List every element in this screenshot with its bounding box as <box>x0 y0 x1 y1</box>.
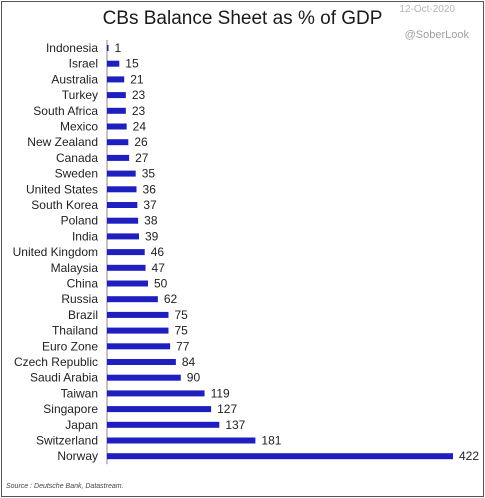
category-label: Saudi Arabia <box>30 371 98 385</box>
bar <box>107 249 145 256</box>
category-label: Singapore <box>43 402 98 416</box>
bar <box>107 421 220 428</box>
category-label: Canada <box>56 151 98 165</box>
category-label: Norway <box>57 449 98 463</box>
category-label: Euro Zone <box>42 339 98 353</box>
category-label: India <box>72 229 98 243</box>
value-label: 1 <box>115 41 122 55</box>
value-label: 62 <box>164 292 178 306</box>
bar <box>107 217 139 224</box>
category-label: Malaysia <box>51 261 99 275</box>
bar <box>107 327 169 334</box>
value-label: 90 <box>187 371 201 385</box>
category-label: Taiwan <box>61 386 98 400</box>
value-label: 35 <box>142 167 156 181</box>
value-label: 39 <box>145 229 159 243</box>
bar <box>107 202 138 208</box>
bar <box>107 343 171 350</box>
source-note: Source : Deutsche Bank, Datastream. <box>6 483 124 490</box>
category-label: Poland <box>61 214 98 228</box>
category-label: Thailand <box>52 324 98 338</box>
category-label: Israel <box>69 57 98 71</box>
value-label: 46 <box>151 245 165 259</box>
value-label: 47 <box>152 261 166 275</box>
value-label: 75 <box>174 308 188 322</box>
bar <box>107 359 176 365</box>
value-label: 21 <box>130 72 144 86</box>
category-label: South Africa <box>33 104 98 118</box>
category-label: Czech Republic <box>14 355 98 369</box>
bar <box>107 76 125 83</box>
value-label: 24 <box>133 120 147 134</box>
value-label: 127 <box>217 402 237 416</box>
value-label: 50 <box>154 277 168 291</box>
value-label: 181 <box>261 434 281 448</box>
bar <box>107 139 129 146</box>
category-label: Switzerland <box>36 434 98 448</box>
value-label: 137 <box>225 418 245 432</box>
category-label: United States <box>26 182 98 196</box>
bar <box>107 437 256 444</box>
bar <box>107 186 137 193</box>
category-label: United Kingdom <box>13 245 98 259</box>
value-label: 75 <box>174 324 188 338</box>
bar <box>107 154 130 161</box>
bar <box>107 60 120 67</box>
value-label: 15 <box>125 57 139 71</box>
category-label: South Korea <box>31 198 98 212</box>
bar <box>107 311 169 318</box>
category-label: Brazil <box>68 308 98 322</box>
value-label: 422 <box>459 449 479 463</box>
category-label: Sweden <box>55 167 98 181</box>
value-label: 37 <box>143 198 157 212</box>
value-label: 38 <box>144 214 158 228</box>
bar <box>107 296 158 303</box>
value-label: 26 <box>134 135 148 149</box>
category-label: New Zealand <box>27 135 98 149</box>
category-label: Indonesia <box>46 41 98 55</box>
author-handle: @SoberLook <box>404 29 469 41</box>
bar <box>107 233 139 240</box>
bar <box>107 374 181 381</box>
bar <box>107 390 205 397</box>
value-label: 77 <box>176 339 190 353</box>
category-label: Australia <box>51 72 98 86</box>
bar <box>107 107 126 114</box>
value-label: 84 <box>182 355 196 369</box>
category-label: Russia <box>61 292 98 306</box>
category-label: Mexico <box>60 120 98 134</box>
bar <box>107 123 127 130</box>
value-label: 36 <box>143 182 157 196</box>
chart-title: CBs Balance Sheet as % of GDP <box>102 8 383 29</box>
bar <box>107 92 126 99</box>
value-label: 23 <box>132 104 146 118</box>
bar <box>107 453 453 460</box>
bar <box>107 45 109 51</box>
category-label: China <box>67 277 99 291</box>
bar <box>107 280 148 287</box>
category-label: Turkey <box>62 88 98 102</box>
bar <box>107 264 146 271</box>
value-label: 119 <box>211 386 230 400</box>
date-stamp: 12-Oct-2020 <box>399 4 455 15</box>
category-label: Japan <box>65 418 98 432</box>
value-label: 27 <box>135 151 149 165</box>
bar <box>107 170 136 177</box>
value-label: 23 <box>132 88 146 102</box>
bar <box>107 406 212 413</box>
